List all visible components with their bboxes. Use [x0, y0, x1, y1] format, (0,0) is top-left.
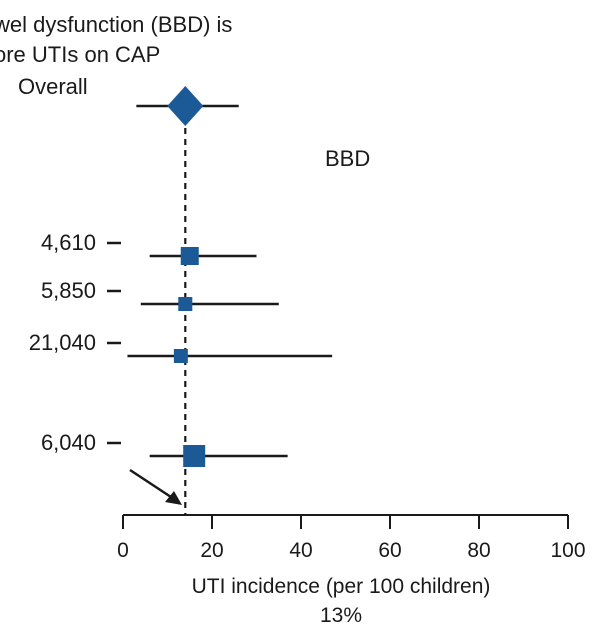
chart-title-line-1: wel dysfunction (BBD) is: [0, 12, 232, 37]
study-square-0: [180, 247, 199, 265]
study-label-1: 5,850: [41, 278, 96, 303]
pointer-arrow-head: [165, 491, 182, 505]
overall-diamond: [167, 86, 204, 126]
study-square-1: [178, 297, 193, 311]
x-axis-title: UTI incidence (per 100 children): [192, 575, 491, 598]
pointer-value-label: 13%: [320, 604, 362, 627]
x-tick-label-1: 20: [200, 539, 223, 562]
group-label-bbd: BBD: [325, 146, 370, 171]
chart-title-line-2: ore UTIs on CAP: [0, 42, 160, 67]
x-tick-label-4: 80: [467, 539, 490, 562]
x-tick-label-0: 0: [117, 539, 129, 562]
study-label-3: 6,040: [41, 430, 96, 455]
study-square-2: [173, 349, 188, 363]
study-square-3: [183, 445, 206, 467]
x-tick-label-5: 100: [550, 539, 585, 562]
overall-label: Overall: [18, 74, 88, 99]
x-tick-label-3: 60: [378, 539, 401, 562]
study-label-2: 21,040: [29, 330, 96, 355]
pointer-arrow-shaft: [129, 468, 175, 501]
study-label-0: 4,610: [41, 230, 96, 255]
x-tick-label-2: 40: [289, 539, 312, 562]
